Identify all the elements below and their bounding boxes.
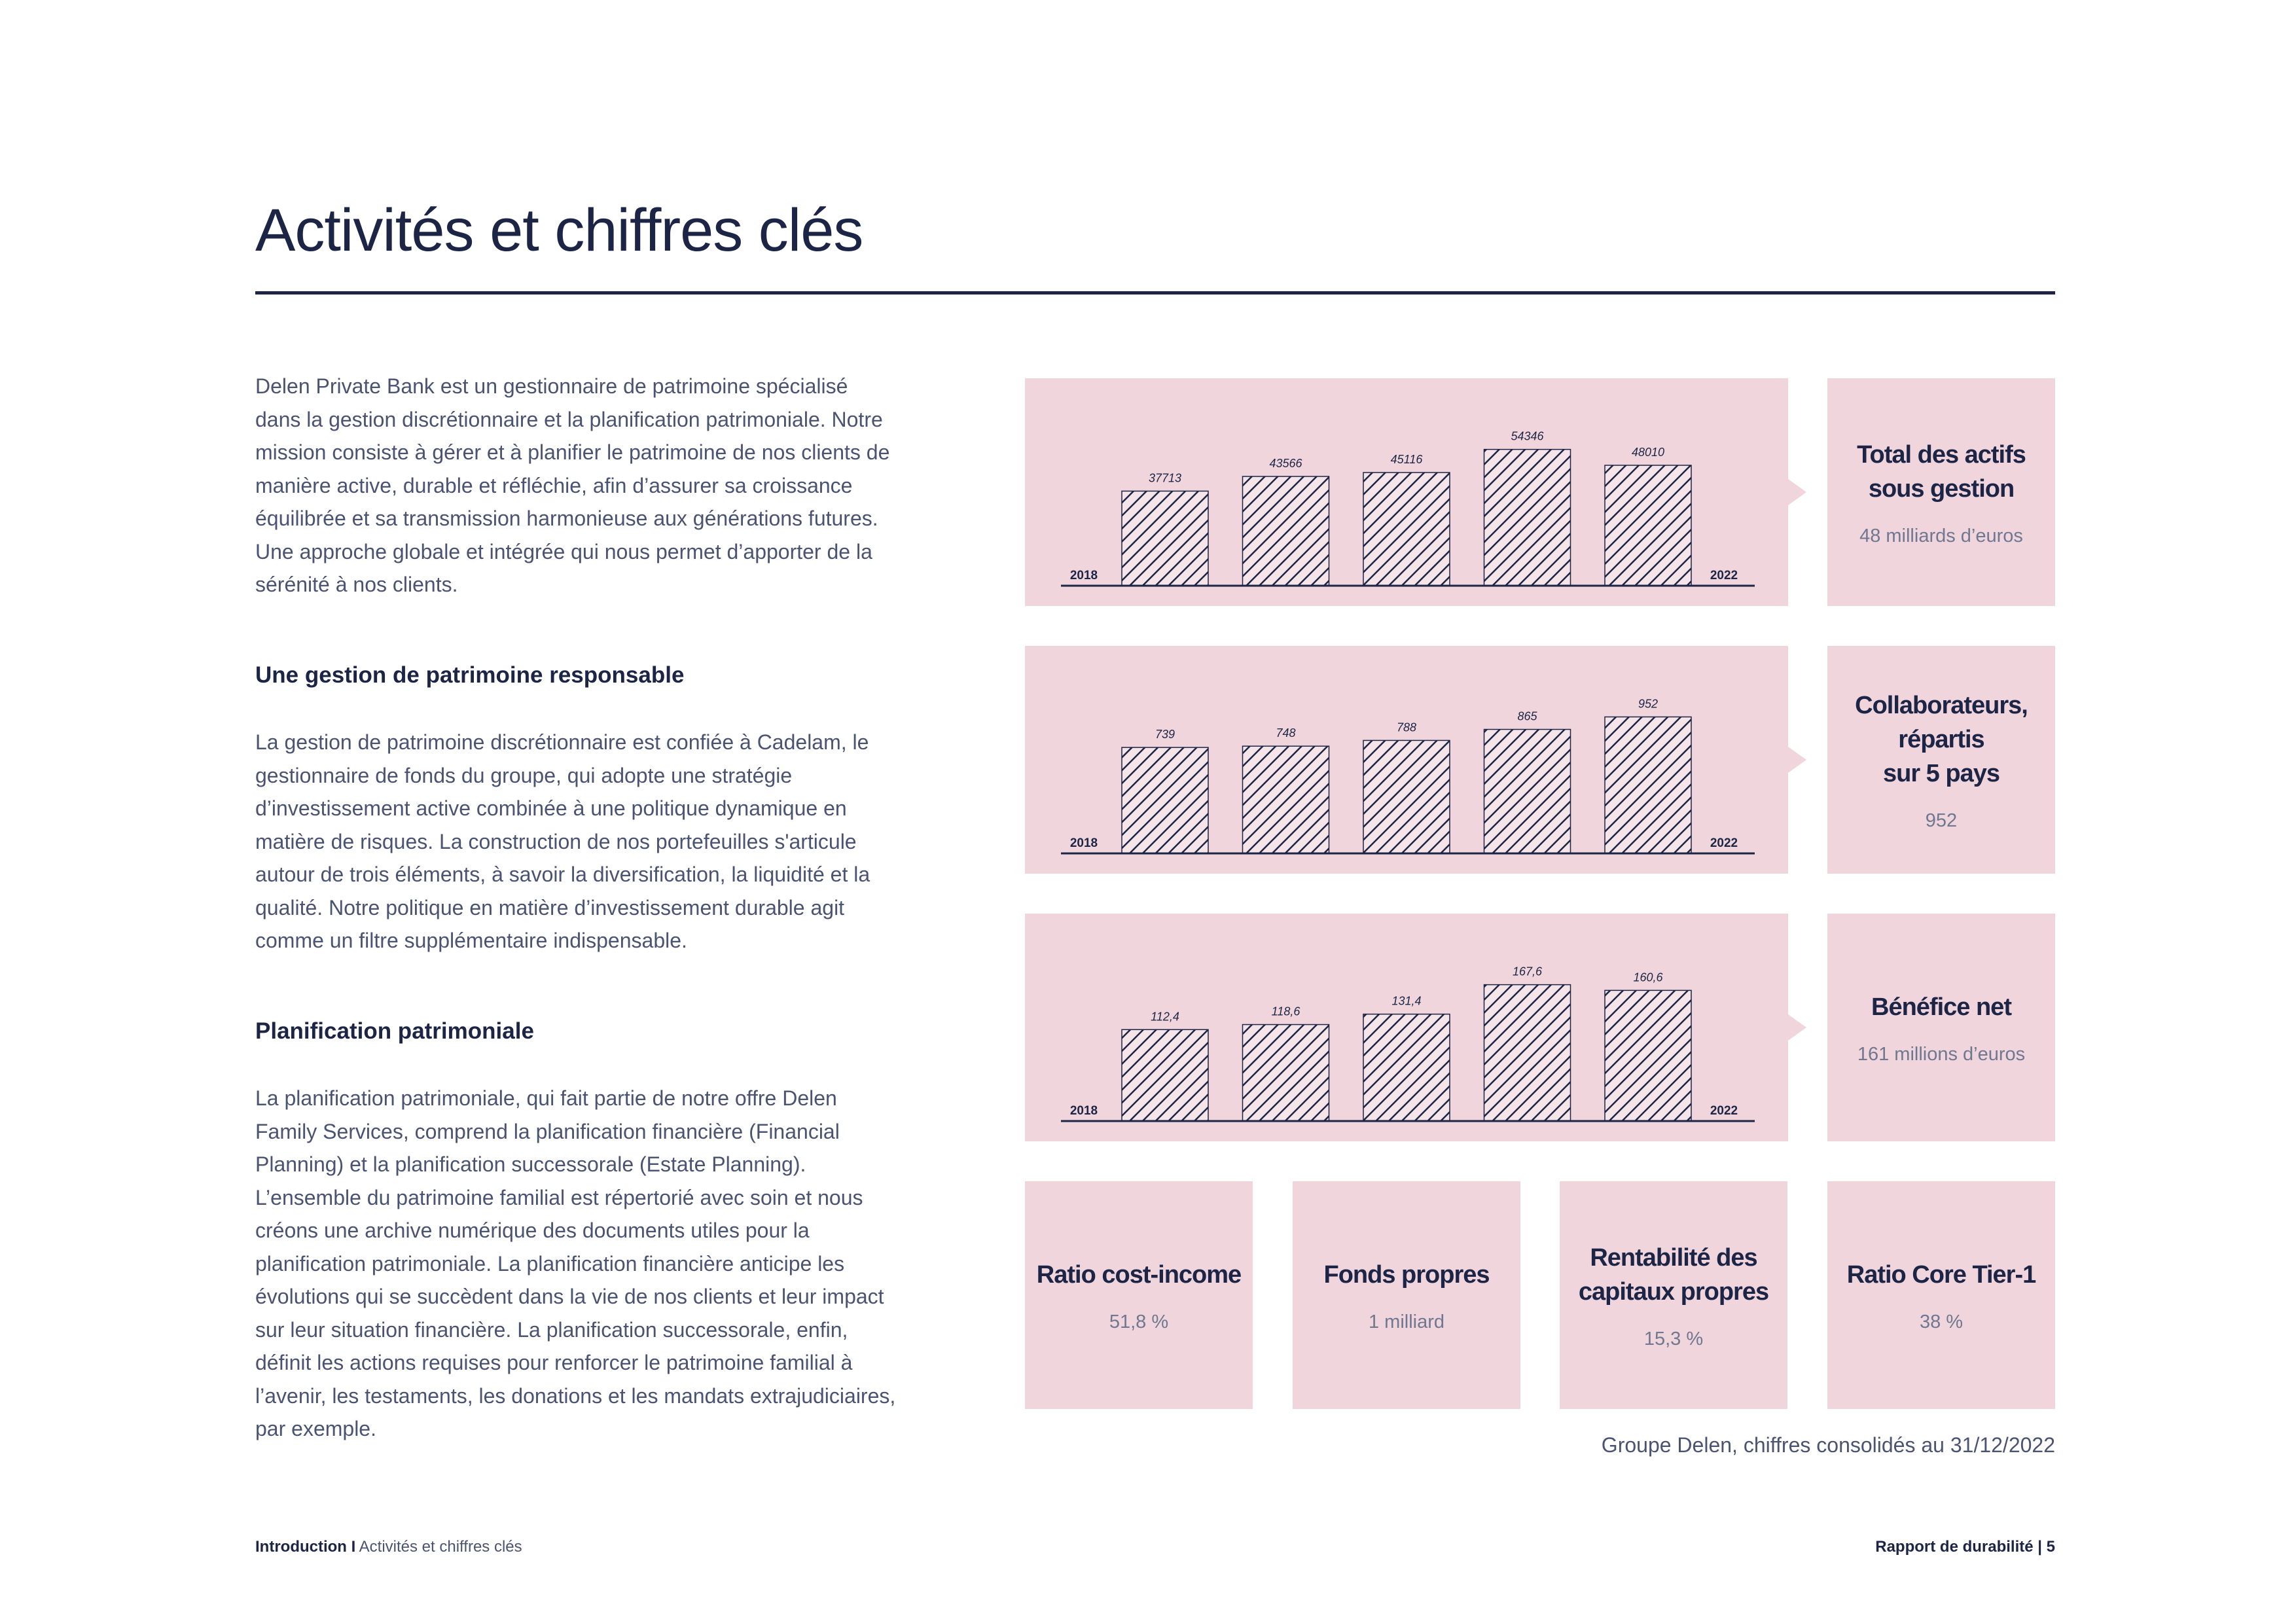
chart-bar [1604, 716, 1692, 854]
footer-section: Introduction [255, 1538, 347, 1556]
stat-label: Total des actifs sous gestion [1857, 440, 2026, 503]
stat-label: Fonds propres [1323, 1260, 1490, 1289]
stat-label: Ratio Core Tier-1 [1846, 1260, 2036, 1289]
chart-bar [1242, 476, 1330, 586]
stat-value: 15,3 % [1643, 1328, 1704, 1349]
pointer-notch [1788, 1014, 1806, 1041]
stat-profit: Bénéfice net 161 millions d’euros [1827, 914, 2055, 1141]
bar-value-label: 865 [1517, 710, 1537, 723]
chart-assets: 37713 43566 45116 54346 48010 2018 2022 [1061, 430, 1755, 587]
section-heading-responsible: Une gestion de patrimoine responsable [255, 662, 685, 688]
bar-value-label: 952 [1638, 697, 1658, 710]
stat-staff: Collaborateurs, répartis sur 5 pays 952 [1827, 646, 2055, 874]
bar-value-label: 160,6 [1633, 971, 1663, 984]
pointer-notch [1788, 747, 1806, 773]
bar-value-label: 131,4 [1391, 995, 1421, 1008]
stat-value: 38 % [1919, 1311, 1964, 1332]
chart-panel-assets: 37713 43566 45116 54346 48010 2018 2022 [1025, 378, 1806, 606]
footer-separator: I [351, 1538, 356, 1556]
stat-value: 51,8 % [1109, 1311, 1169, 1332]
source-footnote: Groupe Delen, chiffres consolidés au 31/… [1601, 1433, 2055, 1457]
chart-bar [1483, 448, 1571, 586]
chart-bar [1121, 1029, 1209, 1122]
chart-profit: 112,4 118,6 131,4 167,6 160,6 2018 2022 [1061, 965, 1755, 1122]
chart-bar [1121, 747, 1209, 854]
chart-bar [1363, 740, 1450, 854]
bar-value-label: 37713 [1149, 471, 1181, 484]
footer-page-number: Rapport de durabilité | 5 [1875, 1538, 2055, 1556]
chart-bar [1363, 472, 1450, 586]
stat-cost-income: Ratio cost-income 51,8 % [1025, 1181, 1253, 1409]
year-tick-label: 2022 [1710, 569, 1738, 582]
chart-bar [1604, 990, 1692, 1122]
year-tick-label: 2018 [1070, 1104, 1098, 1118]
stat-tier1: Ratio Core Tier-1 38 % [1827, 1181, 2055, 1409]
chart-bar [1121, 490, 1209, 586]
section-responsible: Une gestion de patrimoine responsable La… [255, 659, 897, 957]
bar-value-label: 54346 [1511, 430, 1544, 443]
stat-label: Collaborateurs, répartis sur 5 pays [1855, 691, 2028, 787]
title-divider [255, 291, 2055, 294]
chart-bar [1483, 984, 1571, 1122]
bar-value-label: 43566 [1269, 457, 1302, 470]
intro-block: Delen Private Bank est un gestionnaire d… [255, 370, 897, 601]
chart-bar [1242, 1024, 1330, 1122]
bar-value-label: 788 [1397, 721, 1416, 734]
stat-value: 1 milliard [1368, 1311, 1445, 1332]
chart-bar [1242, 745, 1330, 854]
chart-bar [1604, 465, 1692, 586]
stat-label: Ratio cost-income [1036, 1260, 1242, 1289]
bar-value-label: 118,6 [1272, 1005, 1301, 1018]
bar-value-label: 739 [1155, 728, 1175, 741]
stat-equity: Fonds propres 1 milliard [1293, 1181, 1520, 1409]
chart-bar [1363, 1013, 1450, 1122]
year-tick-label: 2022 [1710, 836, 1738, 850]
section-body-planning: La planification patrimoniale, qui fait … [255, 1086, 896, 1440]
stat-label: Bénéfice net [1871, 993, 2012, 1021]
bar-value-label: 167,6 [1513, 965, 1543, 978]
footer-breadcrumb: Introduction I Activités et chiffres clé… [255, 1538, 522, 1556]
year-tick-label: 2022 [1710, 1104, 1738, 1118]
pointer-notch [1788, 479, 1806, 505]
chart-bar [1483, 728, 1571, 854]
stat-value: 952 [1925, 810, 1958, 831]
page-title: Activités et chiffres clés [255, 197, 863, 264]
bar-value-label: 45116 [1391, 453, 1424, 466]
stat-value: 48 milliards d’euros [1859, 525, 2023, 546]
bar-value-label: 48010 [1632, 446, 1664, 459]
chart-panel-staff: 739 748 788 865 952 2018 2022 [1025, 646, 1806, 874]
bar-value-label: 748 [1276, 726, 1295, 740]
section-heading-planning: Planification patrimoniale [255, 1018, 534, 1044]
stat-label: Rentabilité des capitaux propres [1578, 1243, 1769, 1306]
stat-roe: Rentabilité des capitaux propres 15,3 % [1560, 1181, 1787, 1409]
chart-panel-profit: 112,4 118,6 131,4 167,6 160,6 2018 2022 [1025, 914, 1806, 1141]
year-tick-label: 2018 [1070, 569, 1098, 582]
section-planning: Planification patrimoniale La planificat… [255, 1015, 897, 1446]
chart-staff: 739 748 788 865 952 2018 2022 [1061, 697, 1755, 855]
stat-assets: Total des actifs sous gestion 48 milliar… [1827, 378, 2055, 606]
section-body-responsible: La gestion de patrimoine discrétionnaire… [255, 730, 870, 952]
year-tick-label: 2018 [1070, 836, 1098, 850]
footer-subsection: Activités et chiffres clés [359, 1538, 522, 1556]
stat-value: 161 millions d’euros [1857, 1043, 2026, 1065]
intro-paragraph: Delen Private Bank est un gestionnaire d… [255, 374, 890, 596]
bar-value-label: 112,4 [1151, 1010, 1179, 1023]
